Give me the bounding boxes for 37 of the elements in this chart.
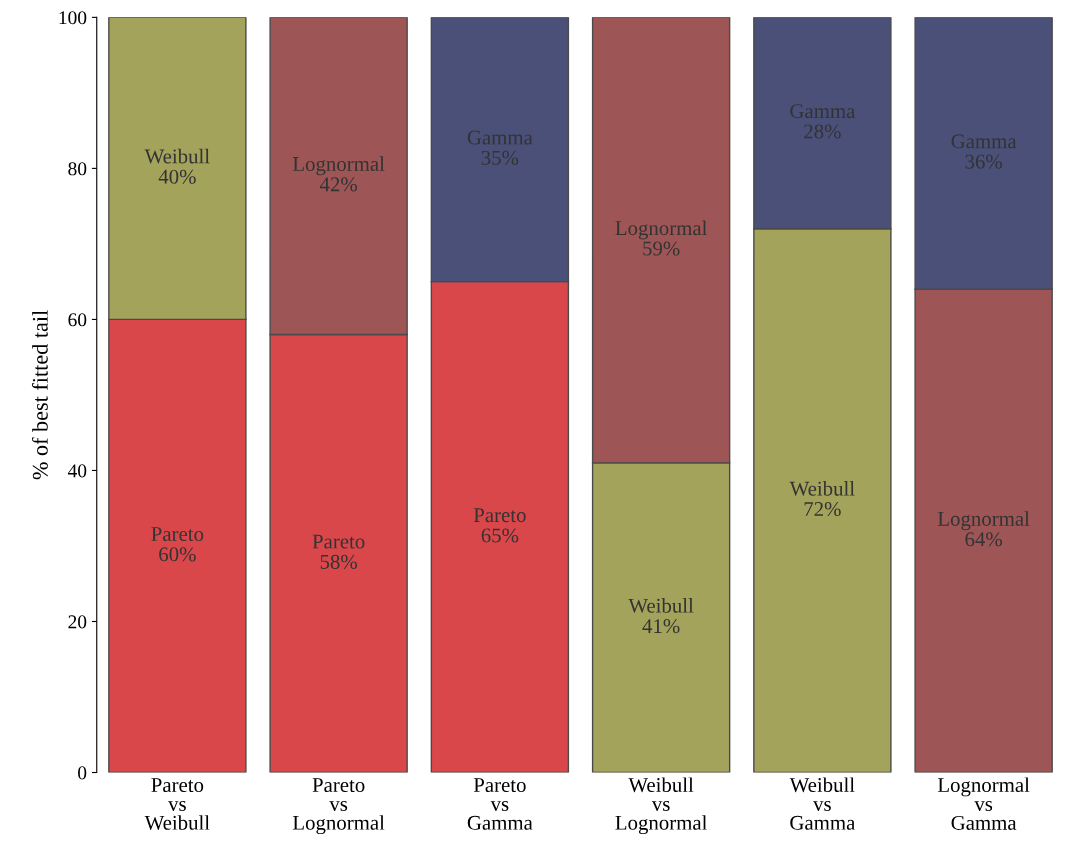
y-tick-label: 0 [78, 766, 87, 780]
data-label: 36% [965, 154, 1003, 169]
text: Gamma [951, 134, 1017, 149]
y-tick-label: 60 [68, 313, 87, 327]
y-tick-label: 20 [68, 615, 87, 629]
y-axis-title: % of best fitted tail [31, 310, 48, 480]
x-tick-label: Pareto vs Gamma [467, 778, 533, 830]
data-label: 28% [804, 124, 841, 139]
series-label: Lognormal [615, 220, 707, 240]
data-label: 59% [643, 241, 680, 256]
data-label: 40% [158, 169, 196, 184]
data-label: 42% [319, 177, 358, 192]
data-label: 72% [804, 501, 841, 517]
data-label: 64% [965, 532, 1003, 547]
text: Pareto [312, 534, 365, 549]
x-tick-label: Pareto vs Lognormal [292, 778, 385, 835]
data-label: 58% [320, 554, 358, 569]
x-tick-label: Weibull vs Gamma [789, 777, 856, 830]
x-tick-label: Lognormal vs Gamma [937, 777, 1030, 830]
text: Pareto [473, 508, 526, 523]
data-label: 41% [642, 619, 680, 634]
x-tick-label: Weibull vs Lognormal [615, 777, 707, 835]
text: Weibull [144, 148, 210, 164]
series-label: Weibull [628, 598, 694, 613]
x-tick-label: Pareto vs Weibull [144, 778, 210, 830]
data-label: 35% [481, 150, 519, 165]
y-tick-label: 40 [67, 464, 87, 478]
series-label: Pareto [151, 527, 204, 542]
text: Gamma [790, 104, 856, 119]
text: Lognormal [292, 156, 385, 176]
y-tick-label: 100 [59, 11, 87, 25]
text: Weibull [789, 481, 855, 496]
text: Lognormal [937, 511, 1030, 531]
series-label: Gamma [467, 130, 533, 145]
data-label: 65% [481, 528, 519, 543]
y-tick-label: 80 [68, 162, 87, 176]
data-label: 60% [159, 547, 196, 562]
